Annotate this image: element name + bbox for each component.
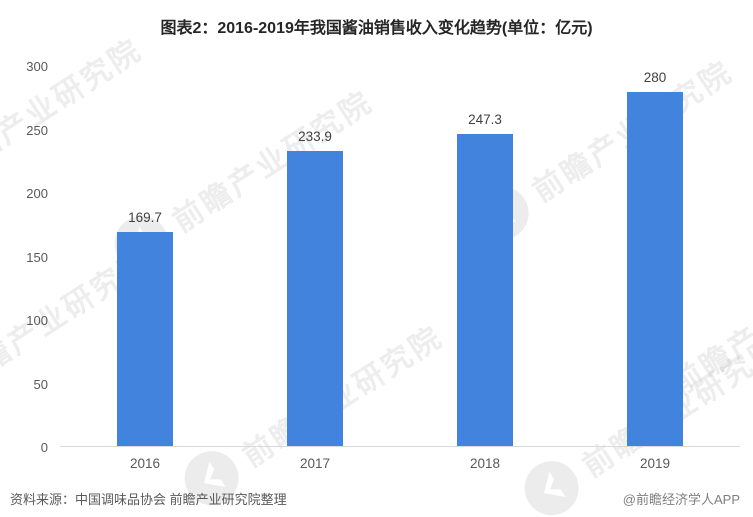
y-tick-label: 200 <box>26 186 48 201</box>
bar <box>627 92 683 446</box>
bar-value-label: 247.3 <box>468 111 502 127</box>
y-axis: 300 250 200 150 100 50 0 <box>12 59 48 455</box>
bar-value-label: 280 <box>643 70 667 86</box>
y-tick-label: 100 <box>26 313 48 328</box>
x-axis: 2016 2017 2018 2019 <box>60 448 740 471</box>
bar-value-label: 169.7 <box>128 209 162 225</box>
bar-chart: 300 250 200 150 100 50 0 169.7 233.9 247.3 280 20… <box>12 59 740 471</box>
chart-title: 图表2：2016-2019年我国酱油销售收入变化趋势(单位：亿元) <box>160 20 593 37</box>
bar-column: 233.9 <box>230 67 400 446</box>
credit-note: @前瞻经济学人APP <box>622 492 740 507</box>
bar-column: 280 <box>570 67 740 446</box>
x-tick-label: 2017 <box>299 456 331 471</box>
bar <box>457 133 513 446</box>
y-tick-label: 150 <box>26 249 48 265</box>
bar <box>287 150 343 446</box>
x-tick-label: 2016 <box>129 456 161 471</box>
x-tick-label: 2019 <box>639 456 671 471</box>
y-tick-label: 50 <box>33 376 48 392</box>
bar <box>117 231 173 446</box>
bar-column: 169.7 <box>60 67 230 446</box>
plot-area: 169.7 233.9 247.3 280 <box>60 67 740 447</box>
x-tick-label: 2018 <box>469 456 501 471</box>
y-tick-label: 250 <box>26 122 48 138</box>
source-note: 资料来源：中国调味品协会 前瞻产业研究院整理 <box>10 492 287 507</box>
y-tick-label: 0 <box>40 440 48 455</box>
y-tick-label: 300 <box>26 59 48 74</box>
bar-value-label: 233.9 <box>298 128 332 144</box>
bar-column: 247.3 <box>400 67 570 446</box>
